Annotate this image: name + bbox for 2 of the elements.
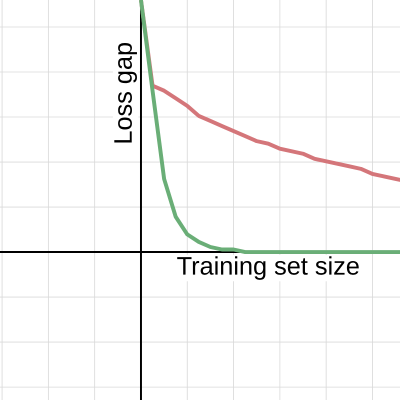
y-axis-title: Loss gap [114, 43, 137, 143]
x-axis-title: Training set size [177, 256, 359, 280]
